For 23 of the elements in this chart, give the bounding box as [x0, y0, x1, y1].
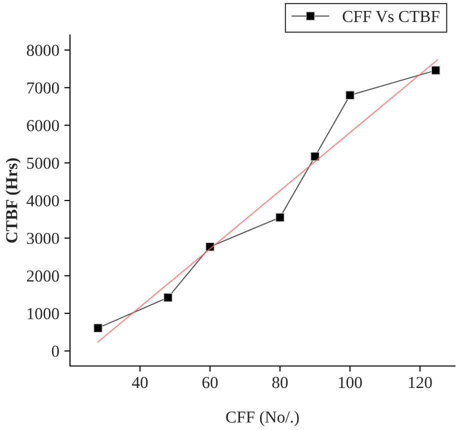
point	[310, 152, 320, 162]
y-tick-label: 2000	[26, 270, 59, 282]
y-tick-label: 0	[52, 346, 59, 357]
x-tick-label: 40	[132, 376, 148, 388]
y-tick-label: 3000	[27, 232, 59, 244]
y-tick-label: 8000	[26, 44, 59, 56]
point	[431, 66, 440, 75]
legend-label: CFF Vs CTBF	[342, 10, 440, 22]
y-tick-label: 1000	[28, 308, 59, 320]
y-tick-label: 5000	[27, 158, 59, 169]
point	[345, 90, 355, 100]
y-tick-label: 7000	[27, 82, 59, 94]
point	[93, 323, 103, 333]
y-tick-label: 4000	[26, 195, 59, 206]
y-tick-label: 6000	[26, 120, 59, 132]
x-axis-title: CFF (No/.)	[226, 410, 299, 426]
point	[275, 212, 285, 222]
x-tick-label: 60	[202, 376, 218, 388]
point	[163, 293, 173, 302]
y-axis-title: CTBF (Hrs)	[6, 158, 21, 243]
x-tick-label: 100	[338, 376, 362, 388]
x-tick-label: 120	[408, 376, 432, 388]
x-tick-label: 80	[272, 376, 288, 388]
